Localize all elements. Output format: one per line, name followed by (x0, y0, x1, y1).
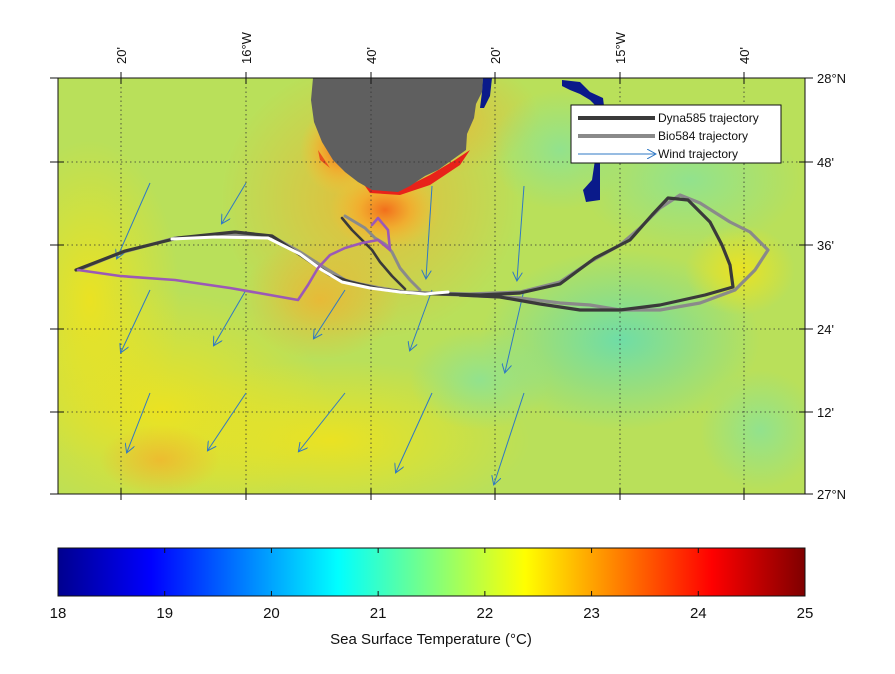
right-tick-label-2: 36' (817, 238, 834, 253)
right-tick-label-5: 27°N (817, 487, 846, 502)
colorbar-tick-label-5: 23 (583, 605, 600, 622)
right-tick-label-3: 24' (817, 322, 834, 337)
colorbar-tick-label-0: 18 (50, 605, 67, 622)
top-tick-label-0: 20' (114, 47, 129, 64)
coastal-edge-mask-east (562, 80, 604, 106)
dyna585-loop-near-island (340, 216, 407, 291)
legend-label-0: Dyna585 trajectory (658, 111, 759, 125)
white-trajectory-segment (170, 235, 450, 296)
legend-label-2: Wind trajectory (658, 147, 738, 161)
wind-arrow-11 (299, 392, 346, 451)
colorbar-tick-label-6: 24 (690, 605, 707, 622)
wind-arrows (117, 182, 525, 484)
wind-arrow-3 (214, 289, 247, 345)
top-tick-label-1: 16°W (239, 31, 254, 64)
top-axis-labels: 20' 16°W 40' 20' 15°W 40' (114, 31, 752, 64)
wind-arrow-4 (314, 289, 346, 338)
wind-arrow-13 (494, 392, 525, 484)
wind-arrow-1 (222, 182, 247, 223)
island-landmass (311, 78, 483, 192)
colorbar-tick-label-3: 21 (370, 605, 387, 622)
colorbar-tick-label-2: 20 (263, 605, 280, 622)
top-tick-label-4: 15°W (613, 31, 628, 64)
wind-arrow-8 (505, 289, 525, 372)
colorbar-title: Sea Surface Temperature (°C) (330, 631, 532, 648)
wind-arrow-9 (127, 392, 151, 452)
colorbar-tick-label-1: 19 (156, 605, 173, 622)
right-tick-label-4: 12' (817, 405, 834, 420)
top-tick-label-2: 40' (364, 47, 379, 64)
colorbar-tick-label-7: 25 (797, 605, 814, 622)
map-frame (57, 77, 806, 495)
trajectories (74, 193, 770, 312)
purple-trajectory-segment (76, 216, 392, 302)
land-masses (311, 78, 604, 202)
coastal-edge-mask-east-2 (583, 160, 600, 202)
wind-arrow-10 (208, 392, 247, 450)
wind-arrow-0 (117, 182, 151, 258)
wind-arrow-5 (426, 185, 433, 278)
colorbar-tick-label-4: 22 (477, 605, 494, 622)
right-tick-label-0: 28°N (817, 71, 846, 86)
wind-arrow-7 (517, 185, 525, 280)
right-axis-labels: 28°N 48' 36' 24' 12' 27°N (817, 71, 846, 502)
coastal-edge-mask (480, 78, 492, 108)
legend: Dyna585 trajectory Bio584 trajectory Wind … (570, 104, 782, 164)
wind-arrow-2 (121, 289, 151, 352)
top-tick-label-5: 40' (737, 47, 752, 64)
right-tick-label-1: 48' (817, 155, 834, 170)
wind-arrow-12 (396, 392, 433, 472)
legend-label-1: Bio584 trajectory (658, 129, 748, 143)
bio584-trajectory (76, 193, 770, 312)
colorbar: 18 19 20 21 22 23 24 25 Sea Surface Temperature… (50, 547, 814, 648)
axis-ticks (50, 72, 813, 500)
wind-arrow-6 (410, 289, 433, 350)
top-tick-label-3: 20' (488, 47, 503, 64)
colorbar-gradient (57, 547, 806, 597)
